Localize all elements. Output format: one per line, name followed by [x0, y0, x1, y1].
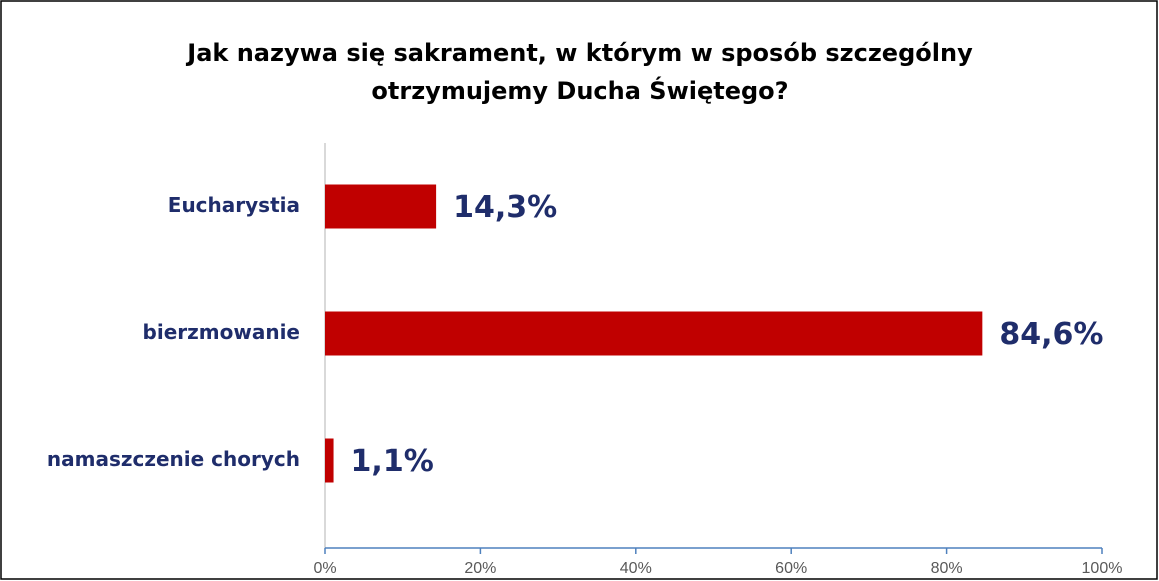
category-label: namaszczenie chorych: [47, 447, 300, 471]
chart-title: Jak nazywa się sakrament, w którym w spo…: [187, 39, 973, 105]
value-label: 14,3%: [453, 190, 557, 225]
title-box: Jak nazywa się sakrament, w którym w spo…: [187, 39, 973, 105]
bar: [325, 184, 437, 229]
value-label: 1,1%: [351, 444, 434, 479]
category-label: Eucharystia: [168, 193, 300, 217]
value-label: 84,6%: [999, 317, 1103, 352]
category-label: bierzmowanie: [143, 320, 300, 344]
x-tick-label: 0%: [313, 560, 336, 577]
x-tick-label: 20%: [464, 560, 496, 577]
x-tick-label: 100%: [1082, 560, 1123, 577]
x-tick-label: 40%: [620, 560, 652, 577]
bar: [325, 438, 334, 483]
bar: [325, 311, 983, 356]
x-tick-label: 60%: [775, 560, 807, 577]
x-tick-label: 80%: [931, 560, 963, 577]
